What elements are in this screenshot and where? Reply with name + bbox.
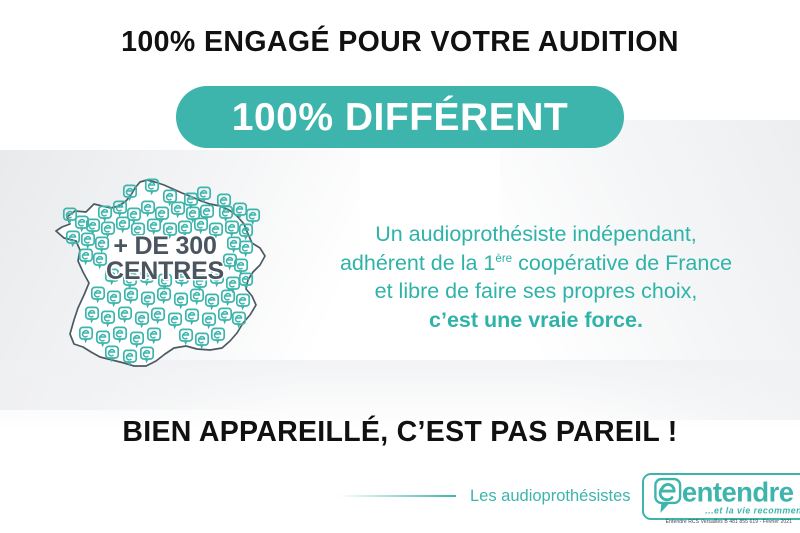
divider-rule	[338, 494, 456, 498]
copy-line-2-prefix: adhérent de la 1	[339, 250, 496, 275]
legal-notice: Entendre RCS Versailles B 481 855 619 - …	[665, 519, 792, 525]
body-copy: Un audioprothésiste indépendant, adhéren…	[286, 220, 786, 334]
france-map	[34, 168, 296, 390]
banner-pill: 100% DIFFÉRENT	[176, 86, 624, 148]
banner-text: 100% DIFFÉRENT	[231, 95, 569, 139]
copy-line-2: adhérent de la 1ère coopérative de Franc…	[286, 249, 786, 278]
copy-line-3: et libre de faire ses propres choix,	[374, 279, 698, 304]
ordinal-suffix: ère	[495, 251, 513, 265]
copy-line-1: Un audioprothésiste indépendant,	[375, 222, 697, 246]
copy-line-2-suffix: coopérative de France	[512, 250, 733, 275]
logo-slogan: ...et la vie recommence	[705, 505, 800, 515]
signature-row: Les audioprothésistes entendre ...et la …	[338, 472, 800, 520]
signature-label: Les audioprothésistes	[470, 486, 631, 505]
entendre-logo: entendre ...et la vie recommence	[641, 472, 800, 520]
closing-tagline: BIEN APPAREILLÉ, C’EST PAS PAREIL !	[122, 416, 678, 448]
copy-line-4-emphasis: c’est une vraie force.	[429, 307, 643, 332]
logo-wordmark: entendre	[681, 476, 793, 507]
page-title: 100% ENGAGÉ POUR VOTRE AUDITION	[121, 26, 679, 58]
